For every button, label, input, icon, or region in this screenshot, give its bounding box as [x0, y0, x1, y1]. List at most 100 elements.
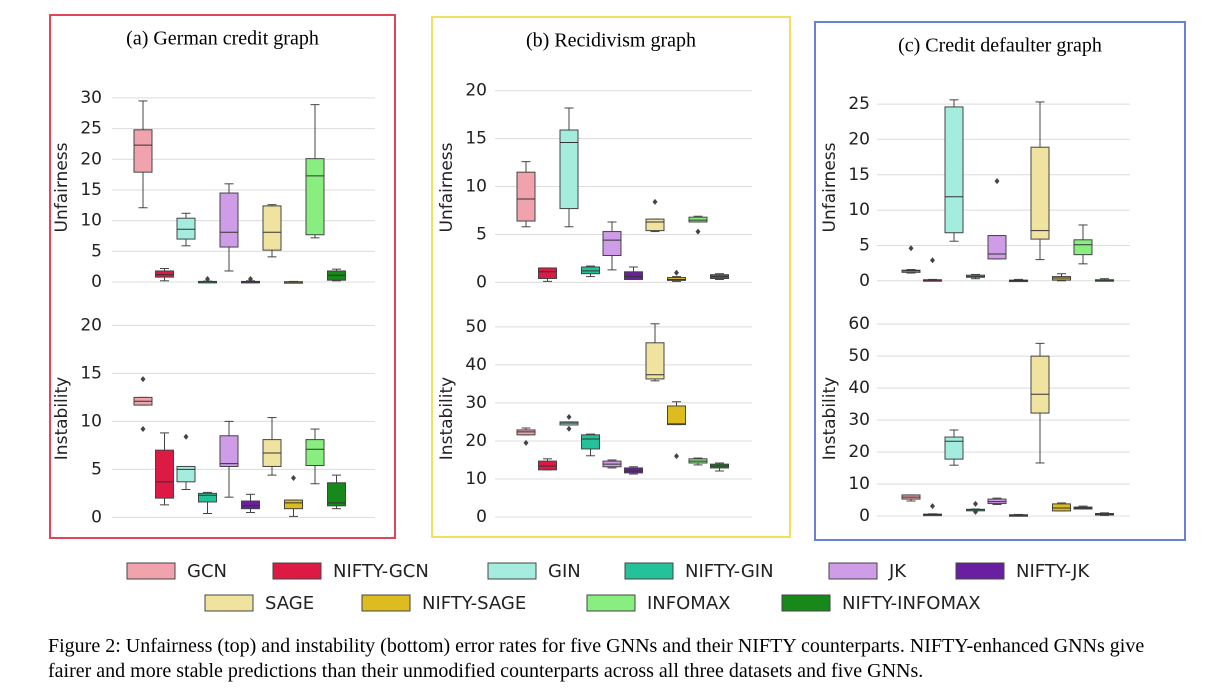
y-axis-label: Instability: [820, 377, 840, 460]
y-tick-label: 25: [80, 119, 102, 139]
y-tick-label: 15: [465, 129, 487, 149]
y-tick-label: 15: [80, 180, 102, 200]
box: [219, 192, 239, 248]
box: [624, 467, 643, 474]
outlier: [674, 453, 679, 460]
legend-label: JK: [888, 561, 907, 582]
box: [559, 129, 579, 210]
box: [1030, 355, 1050, 414]
box: [1052, 503, 1071, 512]
box: [262, 205, 282, 251]
box: [133, 129, 153, 173]
box: [944, 106, 964, 234]
y-tick-label: 20: [465, 81, 487, 101]
box: [987, 235, 1007, 260]
legend-label: NIFTY-INFOMAX: [842, 593, 981, 614]
y-tick-label: 0: [476, 272, 487, 292]
y-tick-label: 5: [476, 224, 487, 244]
outlier: [973, 500, 978, 507]
legend-swatch: [126, 562, 176, 580]
y-tick-label: 0: [476, 507, 487, 527]
y-tick-label: 60: [848, 314, 870, 334]
y-tick-label: 40: [848, 378, 870, 398]
box: [538, 267, 557, 280]
box: [241, 500, 260, 510]
box: [176, 217, 196, 240]
y-tick-label: 0: [859, 271, 870, 291]
outlier: [566, 413, 572, 420]
outlier: [291, 474, 296, 481]
y-tick-label: 5: [859, 235, 870, 255]
legend-label: SAGE: [265, 593, 314, 614]
y-tick-label: 50: [465, 317, 487, 337]
panel-title: (a) German credit graph: [126, 28, 319, 50]
y-tick-label: 10: [80, 211, 102, 231]
legend-label: GIN: [548, 561, 581, 582]
y-tick-label: 15: [848, 165, 870, 185]
y-axis-label: Instability: [437, 377, 457, 460]
outlier: [652, 198, 658, 205]
legend-swatch: [828, 562, 878, 580]
legend-swatch: [204, 594, 254, 612]
legend-label: GCN: [187, 561, 227, 582]
y-tick-label: 40: [465, 355, 487, 375]
legend-swatch: [955, 562, 1005, 580]
panel-frame: [814, 21, 1186, 541]
box: [538, 460, 557, 471]
box: [645, 342, 665, 380]
legend-swatch: [586, 594, 636, 612]
legend-label: INFOMAX: [647, 593, 730, 614]
outlier: [674, 269, 679, 276]
outlier: [205, 275, 210, 282]
outlier: [994, 178, 1000, 185]
box: [1030, 146, 1050, 240]
legend-label: NIFTY-GIN: [685, 561, 774, 582]
outlier: [566, 425, 572, 432]
box: [155, 449, 174, 499]
y-tick-label: 0: [859, 506, 870, 526]
panel-frame: [49, 14, 396, 539]
box: [624, 271, 643, 280]
y-tick-label: 10: [465, 177, 487, 197]
y-tick-label: 10: [848, 474, 870, 494]
y-tick-label: 20: [848, 442, 870, 462]
box: [581, 434, 600, 450]
y-axis-label: Instability: [52, 377, 72, 460]
box: [305, 158, 325, 236]
box: [219, 435, 239, 467]
outlier: [695, 228, 701, 235]
y-tick-label: 10: [465, 469, 487, 489]
legend-swatch: [624, 562, 674, 580]
outlier: [930, 257, 935, 264]
y-tick-label: 20: [80, 149, 102, 169]
outlier: [973, 508, 978, 515]
box: [284, 499, 303, 510]
box: [516, 171, 536, 222]
y-axis-label: Unfairness: [437, 142, 457, 232]
caption: Figure 2: Unfairness (top) and instabili…: [48, 635, 1145, 682]
y-axis-label: Unfairness: [820, 142, 840, 232]
outlier: [140, 376, 146, 383]
outlier: [930, 503, 935, 510]
y-tick-label: 50: [848, 346, 870, 366]
y-tick-label: 5: [91, 459, 102, 479]
box: [198, 492, 217, 503]
legend-swatch: [781, 594, 831, 612]
y-tick-label: 30: [848, 410, 870, 430]
box: [645, 218, 665, 232]
legend-label: NIFTY-GCN: [333, 561, 429, 582]
outlier: [908, 245, 914, 252]
y-tick-label: 25: [848, 94, 870, 114]
legend-swatch: [272, 562, 322, 580]
y-tick-label: 20: [80, 315, 102, 335]
box: [176, 465, 196, 483]
box: [155, 270, 174, 278]
box: [944, 436, 964, 460]
box: [516, 429, 536, 436]
y-tick-label: 10: [80, 411, 102, 431]
y-tick-label: 30: [465, 393, 487, 413]
legend-swatch: [361, 594, 411, 612]
y-tick-label: 0: [91, 507, 102, 527]
box: [305, 439, 325, 467]
